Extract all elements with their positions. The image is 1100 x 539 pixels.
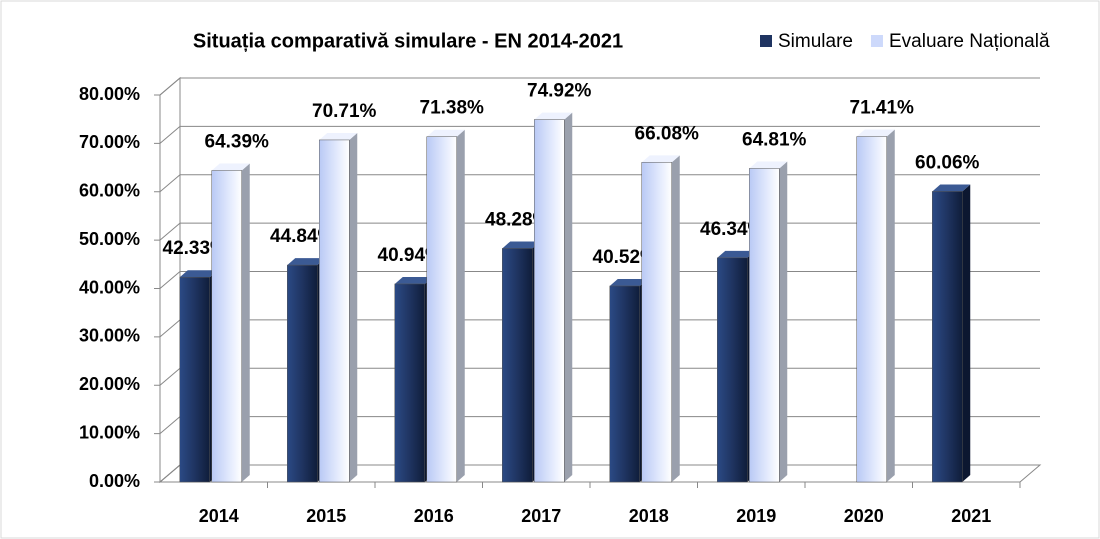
value-label: 40.94% [378,245,443,266]
x-tick-label: 2014 [199,506,239,526]
bar-top [394,276,433,284]
value-label: 60.06% [915,152,980,173]
x-tick-label: 2015 [306,506,346,526]
y-tick-label: 50.00% [79,229,140,249]
value-label: 46.34% [700,219,765,240]
bar-side [349,132,358,482]
bar [534,119,565,483]
bar-top [319,132,358,140]
legend-swatch [760,35,772,47]
bar [502,248,533,483]
bar [211,170,242,483]
bar-top [287,258,326,266]
bar-top [932,184,971,192]
x-tick-label: 2020 [844,506,884,526]
bar-side [671,155,680,482]
bar-top [426,129,465,137]
x-tick-label: 2018 [629,506,669,526]
bar-top [609,278,648,286]
bar [717,257,748,483]
bar-side [886,129,895,482]
y-tick-label: 0.00% [89,471,140,491]
value-label: 66.08% [635,123,700,144]
value-label: 40.52% [593,247,658,268]
y-tick-label: 70.00% [79,132,140,152]
y-tick-label: 10.00% [79,422,140,442]
grid-line [159,125,1040,144]
y-tick-label: 60.00% [79,181,140,201]
bar [179,276,210,483]
bar-top [502,241,541,249]
bar [319,139,350,483]
bar [856,136,887,483]
value-label: 48.28% [485,209,550,230]
value-label: 64.39% [205,132,270,153]
bar-top [211,163,250,171]
value-label: 44.84% [270,226,335,247]
bar [394,283,425,483]
value-label: 71.38% [420,98,485,119]
value-label: 42.33% [163,238,228,259]
bar-top [641,155,680,163]
bar-side [564,112,573,483]
chart-title: Situația comparativă simulare - EN 2014-… [193,30,623,52]
bar-side [962,184,971,482]
value-label: 64.81% [742,129,807,150]
legend-label: Simulare [778,31,853,52]
bar [641,162,672,483]
bar-top [749,161,788,169]
bar-side [456,129,465,482]
bar-side [241,163,250,483]
y-tick-label: 20.00% [79,374,140,394]
y-tick-label: 40.00% [79,277,140,297]
bar-top [856,129,895,137]
x-tick-label: 2016 [414,506,454,526]
bar [609,285,640,483]
y-tick-label: 80.00% [79,84,140,104]
bar-top [534,112,573,120]
bar-side [779,161,788,482]
value-label: 71.41% [850,98,915,119]
bar [749,168,780,483]
legend-label: Evaluare Națională [889,31,1050,52]
bar-top [717,250,756,258]
grid-line [159,77,1040,96]
x-tick-label: 2017 [521,506,561,526]
legend-swatch [870,35,883,47]
x-tick-label: 2019 [736,506,776,526]
y-tick-label: 30.00% [79,326,140,346]
bar [287,264,318,483]
value-label: 74.92% [527,81,592,102]
bar-top [179,270,218,278]
bar [932,191,963,483]
x-tick-label: 2021 [951,506,991,526]
bar [426,136,457,483]
value-label: 70.71% [312,101,377,122]
